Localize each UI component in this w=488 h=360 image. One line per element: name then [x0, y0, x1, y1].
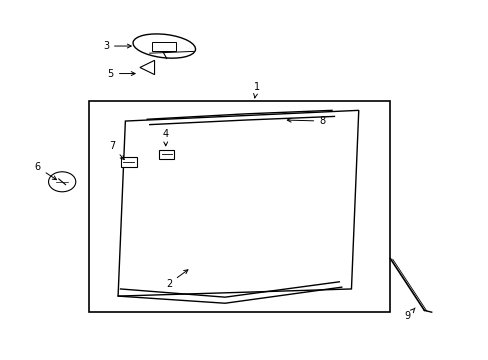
Text: 2: 2 [165, 270, 187, 289]
Polygon shape [118, 111, 358, 296]
Text: 9: 9 [404, 308, 414, 321]
Text: 7: 7 [109, 141, 124, 159]
Bar [89, 102, 389, 312]
Text: 8: 8 [286, 116, 325, 126]
Text: 3: 3 [102, 41, 131, 51]
Polygon shape [140, 60, 154, 75]
Text: 6: 6 [35, 162, 57, 180]
Bar [152, 42, 176, 51]
Text: 4: 4 [163, 129, 168, 146]
Bar [159, 150, 174, 158]
Ellipse shape [133, 34, 195, 58]
Text: 1: 1 [253, 82, 259, 98]
Circle shape [48, 172, 76, 192]
Bar [120, 157, 136, 167]
Text: 5: 5 [107, 68, 135, 78]
